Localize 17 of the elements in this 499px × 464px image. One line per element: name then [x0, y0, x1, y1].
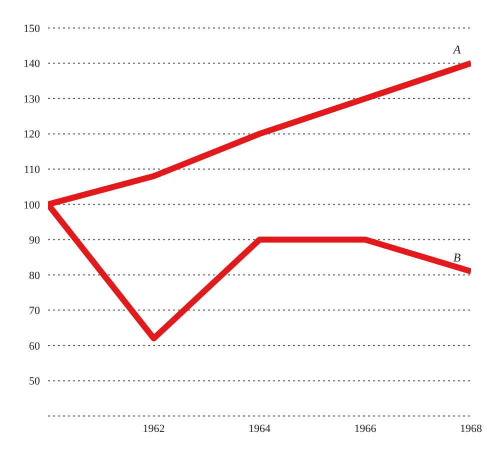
x-tick-label: 1968 [460, 422, 482, 435]
y-tick-label: 50 [29, 376, 40, 388]
y-tick-label: 80 [29, 270, 40, 282]
x-tick-label: 1966 [354, 422, 377, 435]
y-tick-label: 110 [24, 164, 40, 176]
x-tick-label: 1964 [248, 422, 271, 435]
y-tick-label: 60 [29, 340, 40, 352]
y-tick-label: 140 [24, 58, 40, 70]
y-tick-label: 150 [24, 22, 40, 35]
x-tick-label: 1962 [142, 422, 165, 435]
y-tick-label: 100 [24, 199, 40, 212]
y-tick-label: 90 [29, 234, 40, 247]
y-tick-label: 120 [24, 128, 40, 141]
y-tick-label: 130 [24, 93, 40, 106]
y-tick-label: 70 [29, 305, 40, 318]
series-label: B [453, 250, 462, 264]
series-label: A [452, 42, 462, 56]
